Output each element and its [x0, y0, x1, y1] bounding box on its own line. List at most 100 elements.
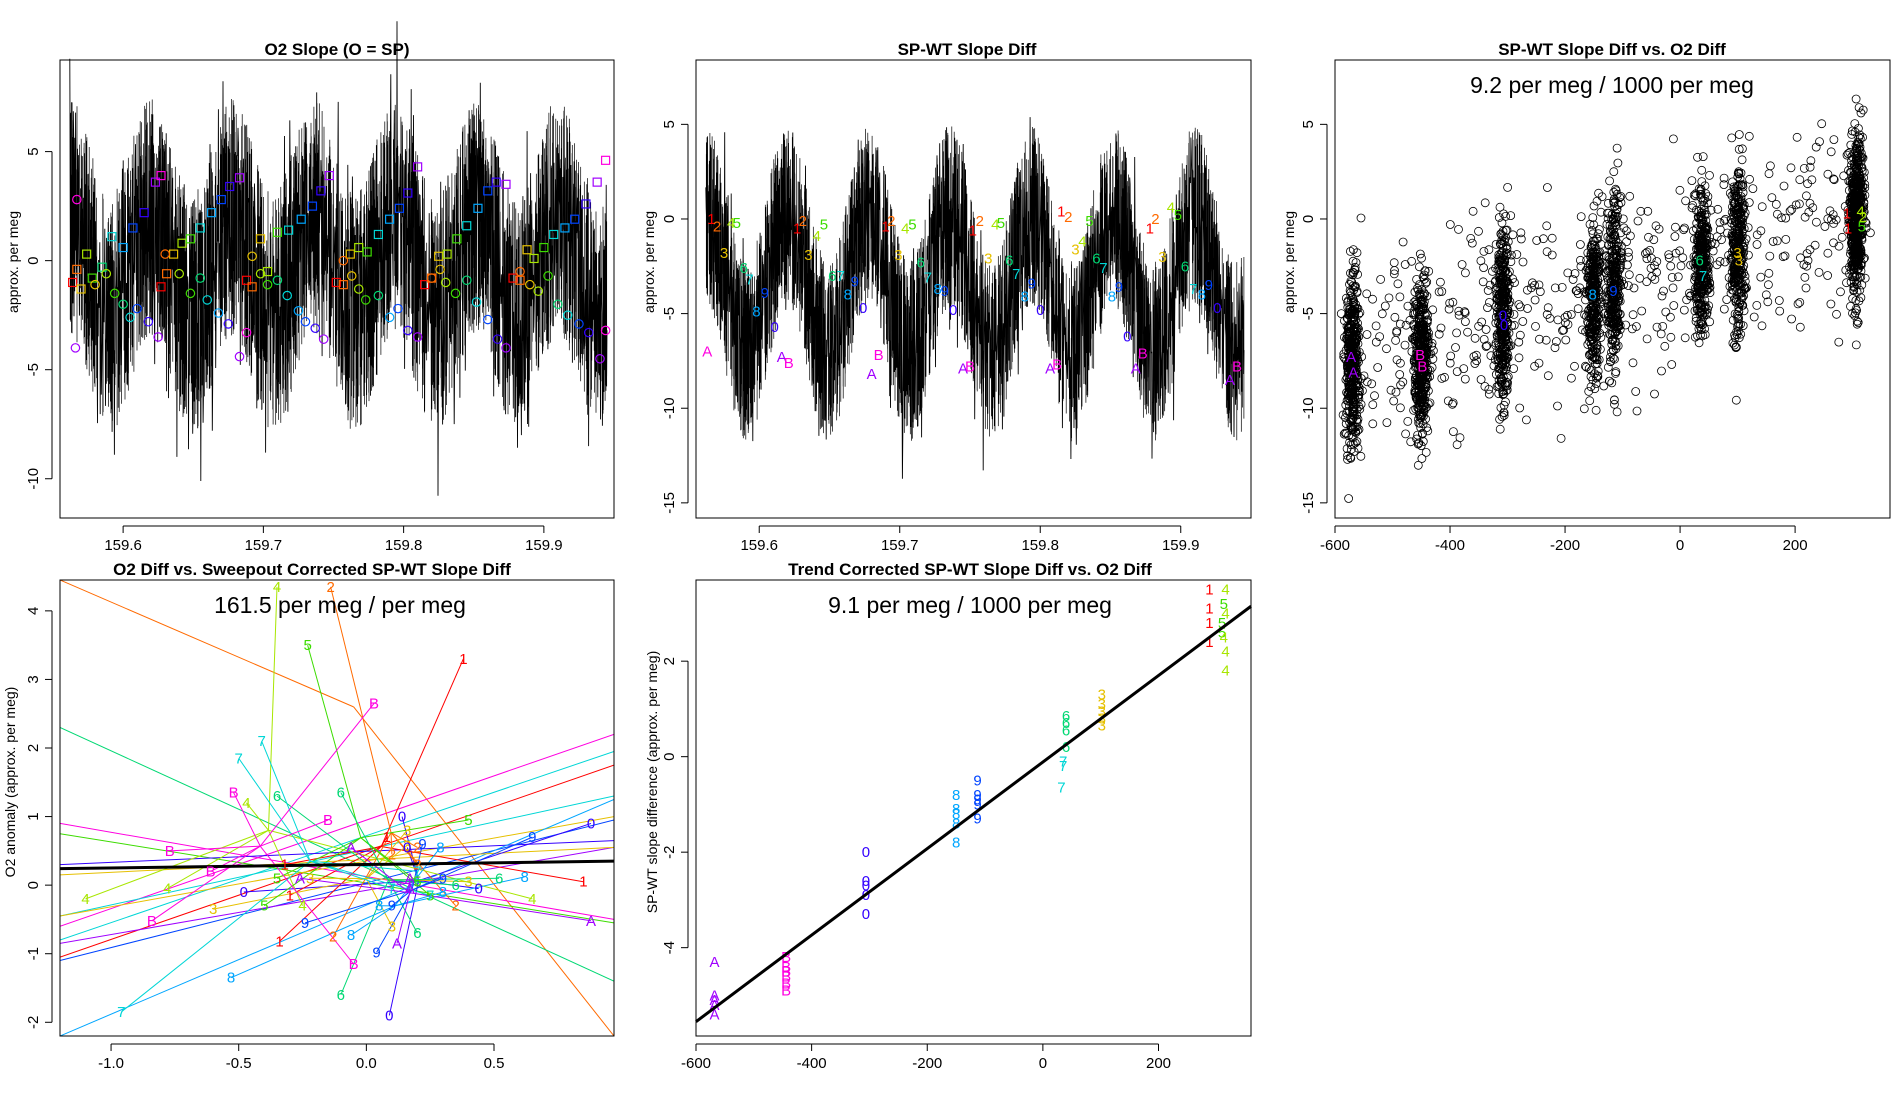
y-tick-label: 0: [661, 752, 678, 760]
y-tick-label: -1: [25, 947, 42, 960]
point-label: 4: [1220, 629, 1228, 646]
point-label: B: [229, 785, 239, 802]
x-tick-label: 159.8: [1021, 537, 1059, 554]
point-label: 1: [1205, 615, 1213, 632]
point-label: 6: [495, 870, 503, 887]
point-label: 0: [475, 881, 483, 898]
point-label: 5: [1220, 596, 1228, 613]
point-label: 5: [908, 217, 916, 234]
point-label: 3: [1158, 249, 1166, 266]
point-label: 1: [1205, 582, 1213, 599]
point-label: 8: [436, 839, 444, 856]
point-label: 4: [242, 795, 250, 812]
x-tick-label: -1.0: [98, 1055, 124, 1072]
point-label: 5: [997, 215, 1005, 232]
cluster-label: A: [1348, 364, 1358, 381]
x-tick-label: -600: [1320, 537, 1350, 554]
point-label: 7: [426, 887, 434, 904]
x-tick-label: 200: [1146, 1055, 1171, 1072]
point-label: 9: [1115, 279, 1123, 296]
x-tick-label: 200: [1783, 537, 1808, 554]
point-label: 1: [286, 887, 294, 904]
y-tick-label: -5: [25, 363, 42, 376]
point-label: B: [369, 695, 379, 712]
y-tick-label: -5: [661, 307, 678, 320]
point-label: A: [295, 870, 305, 887]
panel-title: Trend Corrected SP-WT Slope Diff vs. O2 …: [788, 560, 1152, 579]
point-label: 0: [862, 844, 870, 861]
y-tick-label: -10: [25, 468, 42, 490]
point-label: 4: [528, 891, 536, 908]
point-label: 0: [1123, 328, 1131, 345]
point-label: 5: [1085, 213, 1093, 230]
point-label: 0: [859, 300, 867, 317]
x-tick-label: -200: [1550, 537, 1580, 554]
point-label: B: [784, 355, 794, 372]
point-label: 7: [1012, 266, 1020, 283]
slope-annotation: 9.2 per meg / 1000 per meg: [1470, 72, 1754, 98]
point-label: B: [349, 956, 359, 973]
point-label: 4: [1221, 663, 1229, 680]
panel-title: O2 Diff vs. Sweepout Corrected SP-WT Slo…: [113, 560, 511, 579]
y-axis-label: approx. per meg: [5, 211, 21, 313]
y-axis-label: approx. per meg: [641, 211, 657, 313]
y-tick-label: -2: [25, 1016, 42, 1029]
point-label: 7: [388, 881, 396, 898]
point-label: 8: [952, 835, 960, 852]
point-label: 4: [163, 881, 171, 898]
point-label: 2: [388, 846, 396, 863]
point-label: 2: [1151, 211, 1159, 228]
point-label: 0: [1213, 300, 1221, 317]
point-label: 6: [828, 268, 836, 285]
point-label: 0: [403, 839, 411, 856]
point-label: B: [323, 812, 333, 829]
point-label: 5: [733, 215, 741, 232]
point-label: 1: [459, 651, 467, 668]
point-label: 9: [941, 283, 949, 300]
x-tick-label: 0: [1039, 1055, 1047, 1072]
point-label: 2: [976, 213, 984, 230]
point-label: 8: [752, 304, 760, 321]
x-tick-label: -400: [1435, 537, 1465, 554]
point-label: 2: [329, 929, 337, 946]
point-label: 8: [347, 927, 355, 944]
point-label: 6: [1062, 722, 1070, 739]
x-tick-label: -600: [681, 1055, 711, 1072]
point-label: 6: [452, 877, 460, 894]
x-tick-label: 0.0: [356, 1055, 377, 1072]
y-tick-label: 3: [25, 675, 42, 683]
cluster-label: 8: [1588, 287, 1596, 304]
point-label: 9: [372, 944, 380, 961]
x-tick-label: 0: [1676, 537, 1684, 554]
point-label: 6: [1181, 258, 1189, 275]
point-label: B: [874, 347, 884, 364]
panel-title: SP-WT Slope Diff vs. O2 Diff: [1498, 40, 1726, 59]
point-label: 3: [984, 251, 992, 268]
point-label: 9: [761, 285, 769, 302]
x-tick-label: 159.6: [740, 537, 778, 554]
point-label: 5: [303, 637, 311, 654]
point-label: 5: [1174, 207, 1182, 224]
point-label: 7: [1057, 780, 1065, 797]
point-label: 0: [385, 1007, 393, 1024]
point-label: 3: [388, 918, 396, 935]
x-tick-label: 0.5: [484, 1055, 505, 1072]
point-label: 6: [413, 925, 421, 942]
point-label: A: [709, 954, 719, 971]
point-label: B: [781, 983, 791, 1000]
point-label: 3: [720, 245, 728, 262]
point-label: 7: [117, 1004, 125, 1021]
point-label: 9: [1028, 275, 1036, 292]
y-tick-label: 1: [25, 812, 42, 820]
x-tick-label: 159.8: [385, 537, 423, 554]
y-tick-label: 0: [25, 881, 42, 889]
point-label: B: [1052, 357, 1062, 374]
cluster-label: 1: [1844, 220, 1852, 237]
point-label: 7: [235, 750, 243, 767]
point-label: 0: [398, 809, 406, 826]
x-tick-label: 159.7: [881, 537, 919, 554]
x-tick-label: 159.9: [525, 537, 563, 554]
y-tick-label: -5: [1300, 307, 1317, 320]
